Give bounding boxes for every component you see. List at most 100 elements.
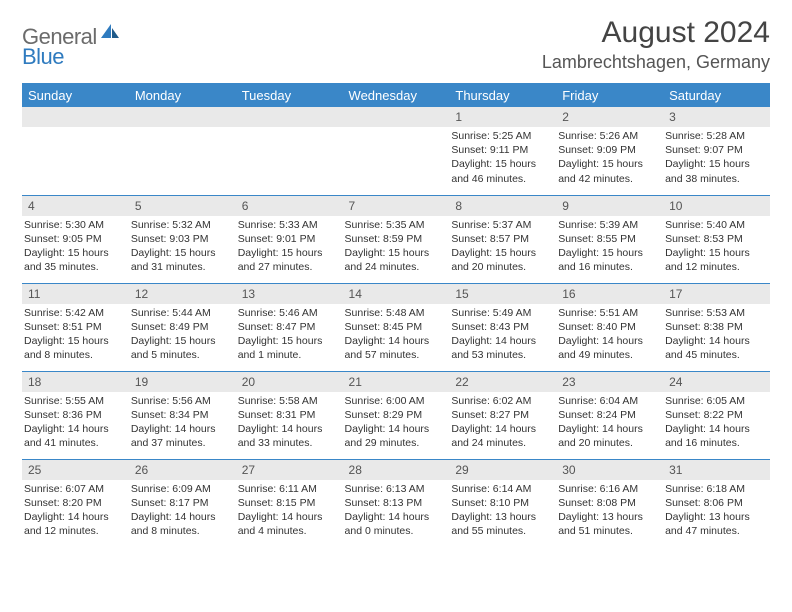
day-details: Sunrise: 5:46 AMSunset: 8:47 PMDaylight:… xyxy=(236,304,343,365)
daylight-line: Daylight: 14 hours and 24 minutes. xyxy=(451,422,552,450)
day-details: Sunrise: 5:37 AMSunset: 8:57 PMDaylight:… xyxy=(449,216,556,277)
day-details: Sunrise: 6:00 AMSunset: 8:29 PMDaylight:… xyxy=(343,392,450,453)
sunrise-line: Sunrise: 5:37 AM xyxy=(451,218,552,232)
sunrise-line: Sunrise: 5:58 AM xyxy=(238,394,339,408)
sunrise-line: Sunrise: 5:48 AM xyxy=(345,306,446,320)
day-number: 12 xyxy=(129,284,236,304)
col-friday: Friday xyxy=(556,83,663,107)
day-details: Sunrise: 6:07 AMSunset: 8:20 PMDaylight:… xyxy=(22,480,129,541)
sunset-line: Sunset: 8:34 PM xyxy=(131,408,232,422)
sunset-line: Sunset: 9:09 PM xyxy=(558,143,659,157)
day-details: Sunrise: 5:49 AMSunset: 8:43 PMDaylight:… xyxy=(449,304,556,365)
calendar-cell xyxy=(22,107,129,195)
daylight-line: Daylight: 15 hours and 27 minutes. xyxy=(238,246,339,274)
daylight-line: Daylight: 15 hours and 1 minute. xyxy=(238,334,339,362)
calendar-cell: 25Sunrise: 6:07 AMSunset: 8:20 PMDayligh… xyxy=(22,459,129,547)
daylight-line: Daylight: 14 hours and 0 minutes. xyxy=(345,510,446,538)
day-number: 24 xyxy=(663,372,770,392)
daylight-line: Daylight: 15 hours and 42 minutes. xyxy=(558,157,659,185)
day-number: 11 xyxy=(22,284,129,304)
sunrise-line: Sunrise: 5:56 AM xyxy=(131,394,232,408)
day-number: 4 xyxy=(22,196,129,216)
empty-day-header xyxy=(236,107,343,127)
calendar-cell: 11Sunrise: 5:42 AMSunset: 8:51 PMDayligh… xyxy=(22,283,129,371)
sunset-line: Sunset: 8:29 PM xyxy=(345,408,446,422)
calendar-cell: 31Sunrise: 6:18 AMSunset: 8:06 PMDayligh… xyxy=(663,459,770,547)
sunrise-line: Sunrise: 5:53 AM xyxy=(665,306,766,320)
daylight-line: Daylight: 13 hours and 51 minutes. xyxy=(558,510,659,538)
daylight-line: Daylight: 14 hours and 33 minutes. xyxy=(238,422,339,450)
sunrise-line: Sunrise: 5:30 AM xyxy=(24,218,125,232)
calendar-cell: 19Sunrise: 5:56 AMSunset: 8:34 PMDayligh… xyxy=(129,371,236,459)
day-details: Sunrise: 6:14 AMSunset: 8:10 PMDaylight:… xyxy=(449,480,556,541)
daylight-line: Daylight: 14 hours and 20 minutes. xyxy=(558,422,659,450)
col-thursday: Thursday xyxy=(449,83,556,107)
sunrise-line: Sunrise: 5:49 AM xyxy=(451,306,552,320)
day-details: Sunrise: 6:05 AMSunset: 8:22 PMDaylight:… xyxy=(663,392,770,453)
calendar-cell: 14Sunrise: 5:48 AMSunset: 8:45 PMDayligh… xyxy=(343,283,450,371)
day-number: 7 xyxy=(343,196,450,216)
calendar-cell: 6Sunrise: 5:33 AMSunset: 9:01 PMDaylight… xyxy=(236,195,343,283)
calendar-cell: 9Sunrise: 5:39 AMSunset: 8:55 PMDaylight… xyxy=(556,195,663,283)
day-details: Sunrise: 6:16 AMSunset: 8:08 PMDaylight:… xyxy=(556,480,663,541)
day-number: 18 xyxy=(22,372,129,392)
day-number: 1 xyxy=(449,107,556,127)
col-saturday: Saturday xyxy=(663,83,770,107)
daylight-line: Daylight: 15 hours and 12 minutes. xyxy=(665,246,766,274)
day-details: Sunrise: 5:26 AMSunset: 9:09 PMDaylight:… xyxy=(556,127,663,188)
calendar-cell xyxy=(236,107,343,195)
day-details: Sunrise: 5:35 AMSunset: 8:59 PMDaylight:… xyxy=(343,216,450,277)
day-number: 9 xyxy=(556,196,663,216)
day-number: 23 xyxy=(556,372,663,392)
day-details: Sunrise: 5:56 AMSunset: 8:34 PMDaylight:… xyxy=(129,392,236,453)
daylight-line: Daylight: 14 hours and 57 minutes. xyxy=(345,334,446,362)
day-details: Sunrise: 5:40 AMSunset: 8:53 PMDaylight:… xyxy=(663,216,770,277)
sunset-line: Sunset: 8:40 PM xyxy=(558,320,659,334)
sunset-line: Sunset: 8:31 PM xyxy=(238,408,339,422)
calendar-cell: 13Sunrise: 5:46 AMSunset: 8:47 PMDayligh… xyxy=(236,283,343,371)
sunset-line: Sunset: 8:08 PM xyxy=(558,496,659,510)
sunset-line: Sunset: 8:38 PM xyxy=(665,320,766,334)
day-details: Sunrise: 5:58 AMSunset: 8:31 PMDaylight:… xyxy=(236,392,343,453)
sunset-line: Sunset: 8:51 PM xyxy=(24,320,125,334)
day-number: 8 xyxy=(449,196,556,216)
daylight-line: Daylight: 14 hours and 12 minutes. xyxy=(24,510,125,538)
sunrise-line: Sunrise: 6:04 AM xyxy=(558,394,659,408)
col-monday: Monday xyxy=(129,83,236,107)
calendar-cell: 12Sunrise: 5:44 AMSunset: 8:49 PMDayligh… xyxy=(129,283,236,371)
day-number: 27 xyxy=(236,460,343,480)
col-wednesday: Wednesday xyxy=(343,83,450,107)
daylight-line: Daylight: 15 hours and 8 minutes. xyxy=(24,334,125,362)
sunrise-line: Sunrise: 5:33 AM xyxy=(238,218,339,232)
sunrise-line: Sunrise: 6:07 AM xyxy=(24,482,125,496)
day-number: 14 xyxy=(343,284,450,304)
brand-text-blue: Blue xyxy=(22,44,64,69)
calendar-head: Sunday Monday Tuesday Wednesday Thursday… xyxy=(22,83,770,107)
day-number: 6 xyxy=(236,196,343,216)
sunrise-line: Sunrise: 5:51 AM xyxy=(558,306,659,320)
day-number: 3 xyxy=(663,107,770,127)
sunset-line: Sunset: 8:17 PM xyxy=(131,496,232,510)
day-details: Sunrise: 5:25 AMSunset: 9:11 PMDaylight:… xyxy=(449,127,556,188)
sunset-line: Sunset: 8:59 PM xyxy=(345,232,446,246)
day-details: Sunrise: 5:42 AMSunset: 8:51 PMDaylight:… xyxy=(22,304,129,365)
day-details: Sunrise: 6:02 AMSunset: 8:27 PMDaylight:… xyxy=(449,392,556,453)
daylight-line: Daylight: 13 hours and 47 minutes. xyxy=(665,510,766,538)
day-details: Sunrise: 5:32 AMSunset: 9:03 PMDaylight:… xyxy=(129,216,236,277)
day-details: Sunrise: 5:28 AMSunset: 9:07 PMDaylight:… xyxy=(663,127,770,188)
day-details: Sunrise: 6:04 AMSunset: 8:24 PMDaylight:… xyxy=(556,392,663,453)
calendar-body: 1Sunrise: 5:25 AMSunset: 9:11 PMDaylight… xyxy=(22,107,770,547)
day-details: Sunrise: 5:30 AMSunset: 9:05 PMDaylight:… xyxy=(22,216,129,277)
daylight-line: Daylight: 14 hours and 4 minutes. xyxy=(238,510,339,538)
day-number: 17 xyxy=(663,284,770,304)
calendar-cell: 3Sunrise: 5:28 AMSunset: 9:07 PMDaylight… xyxy=(663,107,770,195)
sunrise-line: Sunrise: 6:09 AM xyxy=(131,482,232,496)
day-details: Sunrise: 6:09 AMSunset: 8:17 PMDaylight:… xyxy=(129,480,236,541)
daylight-line: Daylight: 14 hours and 29 minutes. xyxy=(345,422,446,450)
sunrise-line: Sunrise: 6:02 AM xyxy=(451,394,552,408)
calendar-cell: 7Sunrise: 5:35 AMSunset: 8:59 PMDaylight… xyxy=(343,195,450,283)
calendar-cell: 2Sunrise: 5:26 AMSunset: 9:09 PMDaylight… xyxy=(556,107,663,195)
day-details: Sunrise: 5:51 AMSunset: 8:40 PMDaylight:… xyxy=(556,304,663,365)
day-number: 25 xyxy=(22,460,129,480)
title-block: August 2024 Lambrechtshagen, Germany xyxy=(542,18,770,73)
